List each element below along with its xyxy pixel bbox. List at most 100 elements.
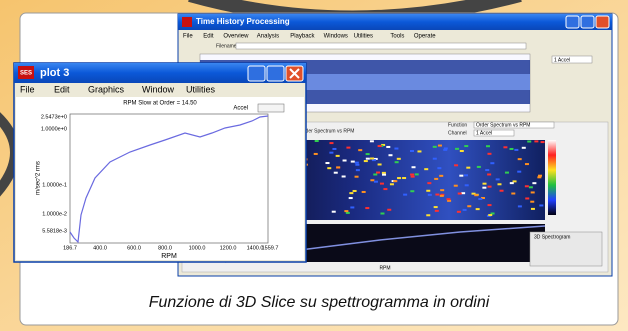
spectrogram-cell (503, 146, 508, 149)
close-button[interactable] (595, 15, 610, 29)
window-title: plot 3 (40, 67, 69, 79)
spectrogram-cell (388, 154, 393, 157)
function-field[interactable] (473, 121, 555, 129)
spectrogram-cell (397, 177, 402, 180)
spectrogram-cell (345, 211, 350, 214)
spectrogram-cell (443, 148, 448, 151)
x-axis-label: RPM (161, 253, 177, 260)
window-title: Time History Processing (196, 17, 290, 26)
spectrogram-cell (365, 207, 370, 210)
spectrogram-cell (396, 157, 401, 160)
spectrogram-cell (424, 168, 429, 171)
spectrogram-cell (482, 186, 487, 189)
chart-title: RPM Slow at Order = 14.50 (123, 101, 197, 107)
spectrogram-cell (394, 147, 399, 150)
spectrogram-cell (432, 157, 437, 160)
spectrogram-cell (456, 210, 461, 213)
spectrogram-cell (426, 189, 431, 192)
x-tick-label: 1559.7 (262, 245, 279, 251)
spectrogram-cell (389, 183, 394, 186)
spectrogram-cell (434, 177, 439, 180)
spectrogram-cell (433, 206, 438, 209)
spectrogram-cell (382, 173, 387, 176)
spectrogram-cell (509, 182, 514, 185)
y-axis-label: m/sec^2 rms (36, 161, 42, 195)
spectrogram-cell (495, 178, 500, 181)
spectrogram-cell (464, 184, 469, 187)
ticks: 2.5473e+0 1.0000e+0 1.0000e-1 1.0000e-2 5.58… (41, 114, 279, 251)
spectrogram-cell (365, 153, 370, 156)
y-tick-label: 5.5818e-3 (42, 228, 67, 234)
filename-label: Filename (216, 43, 237, 49)
dropdown-label: Accel (233, 106, 248, 112)
menu-item[interactable]: Analysis (257, 34, 279, 40)
y-tick-label: 2.5473e+0 (41, 114, 67, 120)
close-icon (289, 68, 300, 79)
spectrogram-cell (534, 140, 539, 143)
menu-item[interactable]: Edit (54, 84, 70, 94)
spectrogram-cell (528, 186, 533, 189)
maximize-button[interactable] (580, 15, 595, 29)
spectrogram-cell (361, 190, 366, 193)
spectrogram-cell (354, 175, 359, 178)
menu-item[interactable]: Window (142, 84, 175, 94)
spectrogram-cell (350, 160, 355, 163)
spectrogram-cell (499, 189, 504, 192)
spectrogram-cell (490, 162, 495, 165)
spectrogram-cell (363, 160, 368, 163)
menu-item[interactable]: Windows (324, 34, 348, 40)
spectrogram-cell (540, 141, 545, 144)
spectrogram-cell (350, 206, 355, 209)
spectrogram-cell (354, 161, 359, 164)
spectrogram-cell (370, 157, 375, 160)
menu-item[interactable]: File (183, 34, 193, 40)
spectrogram-cell (325, 162, 330, 165)
menu-item[interactable]: Utilities (354, 34, 373, 40)
spectrogram-cell (341, 175, 346, 178)
spectrogram-cell (475, 208, 480, 211)
menu-item[interactable]: Tools (390, 34, 404, 40)
spectrogram-cell (517, 205, 522, 208)
x-tick-label: 1200.0 (220, 245, 237, 251)
spectrogram-cell (487, 173, 492, 176)
menu-item[interactable]: Playback (290, 34, 315, 40)
spectrogram-cell (530, 191, 535, 194)
spectrogram-cell (381, 171, 386, 174)
menu-item[interactable]: File (20, 84, 35, 94)
spectrogram-cell (427, 182, 432, 185)
spectrogram-cell (426, 214, 431, 217)
minimize-button[interactable] (247, 65, 266, 82)
spectrogram-cell (504, 171, 509, 174)
maximize-button[interactable] (266, 65, 285, 82)
x-tick-label: 800.0 (158, 245, 172, 251)
spectrogram-cell (370, 179, 375, 182)
spectrogram-cell (487, 204, 492, 207)
channel-field[interactable] (473, 129, 515, 137)
y-tick-label: 1.0000e-2 (42, 211, 67, 217)
spectrogram-cell (377, 145, 382, 148)
spectrogram-cell (344, 210, 349, 213)
menu-item[interactable]: Operate (414, 34, 436, 40)
menu-item[interactable]: Overview (223, 34, 249, 40)
spectrogram-cell (387, 208, 392, 211)
spectrogram-cell (440, 189, 445, 192)
minimize-button[interactable] (565, 15, 580, 29)
x-tick-label: 1400.0 (247, 245, 264, 251)
x-tick-label: 600.0 (127, 245, 141, 251)
spectrogram-cell (453, 184, 458, 187)
dropdown[interactable] (551, 55, 593, 64)
title-bar (178, 14, 612, 30)
spectrogram-cell (376, 171, 381, 174)
spectrogram-cell (490, 212, 495, 215)
dropdown[interactable] (257, 103, 285, 113)
spectrogram-cell (336, 166, 341, 169)
menu-item[interactable]: Edit (203, 34, 214, 40)
curve (69, 115, 269, 244)
x-axis-label: RPM (379, 265, 390, 271)
spectrogram-cell (440, 193, 445, 196)
spectrogram-cell (410, 173, 415, 176)
menu-item[interactable]: Utilities (186, 84, 216, 94)
spectrogram-cell (314, 140, 319, 143)
menu-item[interactable]: Graphics (88, 84, 125, 94)
spectrogram-cell (380, 212, 385, 215)
